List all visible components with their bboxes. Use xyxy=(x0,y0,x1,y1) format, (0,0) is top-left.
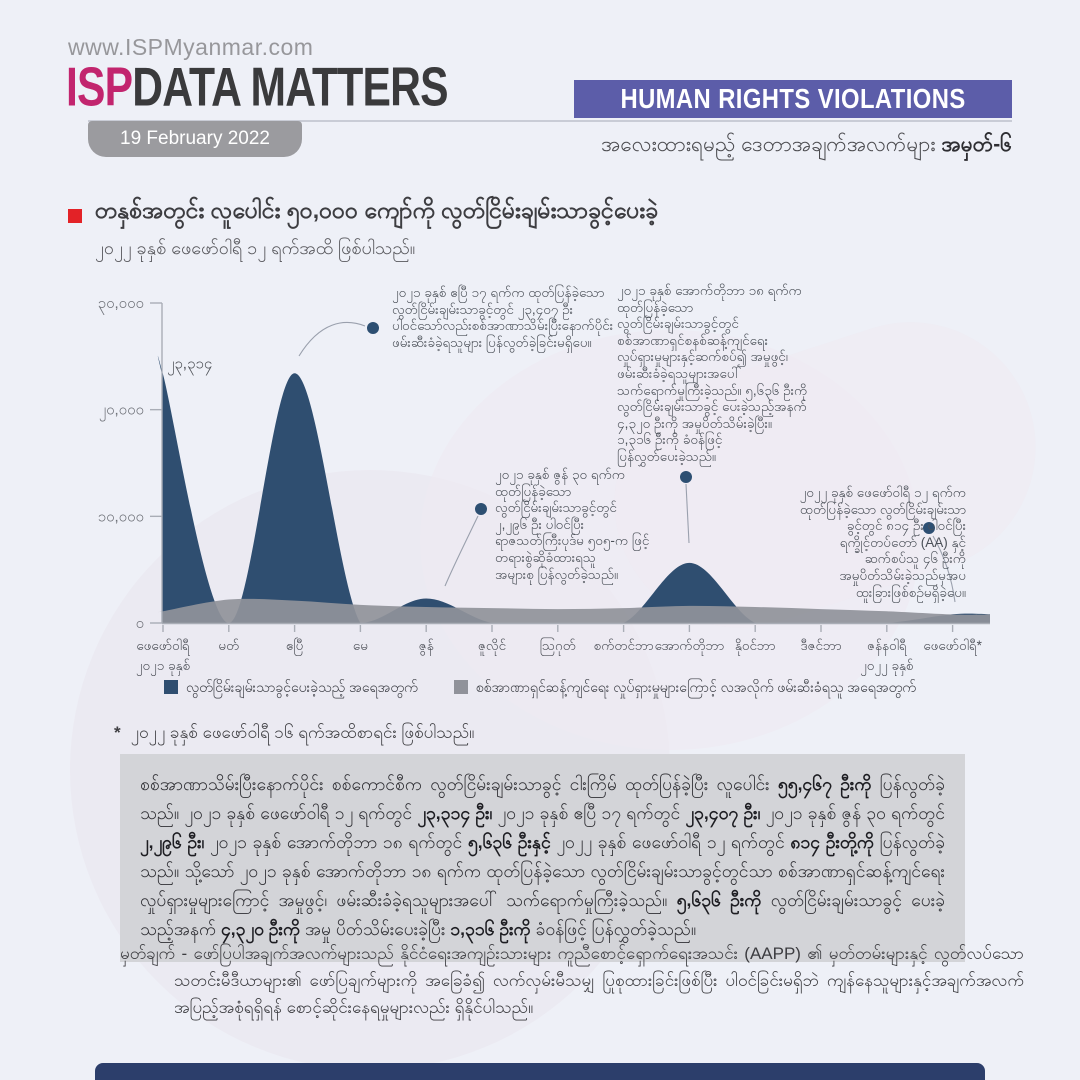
summary-number: ၈၁၄ ဦးတို့ကို xyxy=(790,832,875,852)
source-note: မှတ်ချက် - ဖော်ပြပါအချက်အလက်များသည် နိုင… xyxy=(120,940,1024,1021)
brand-rest: DATA MATTERS xyxy=(132,57,448,118)
summary-text: ခံဝန်ဖြင့် ပြန်လွှတ်ခဲ့သည်။ xyxy=(530,919,697,939)
category-badge: HUMAN RIGHTS VIOLATIONS xyxy=(573,80,1012,118)
legend-item: စစ်အာဏာရှင်ဆန့်ကျင်ရေး လှုပ်ရှားမှုများက… xyxy=(453,678,916,699)
summary-box: စစ်အာဏာသိမ်းပြီးနောက်ပိုင်း စစ်ကောင်စီက … xyxy=(120,754,965,962)
summary-text: ၂၀၂၁ ခုနှစ် ဧပြီ ၁၇ ရက်တွင် xyxy=(492,803,686,823)
note-label: မှတ်ချက် - xyxy=(120,944,194,963)
legend-swatch xyxy=(164,680,179,694)
summary-number: ၅,၆၃၆ ဦးကို xyxy=(676,890,762,910)
note-text: ဖော်ပြပါအချက်အလက်များသည် နိုင်ငံရေးအကျဉ်… xyxy=(174,944,1024,1017)
y-tick-label: ၃၀,၀၀၀ xyxy=(98,295,144,315)
peak-value-label: ၂၃,၃၁၄ xyxy=(167,355,212,375)
chart-footnote: * ၂၀၂၂ ခုနှစ် ဖေဖော်ဝါရီ ၁၆ ရက်အထိစာရင်း … xyxy=(114,723,475,742)
chart-annotation: ၂၀၂၁ ခုနှစ် ဧပြီ ၁၇ ရက်က ထုတ်ပြန်ခဲ့သော … xyxy=(392,285,614,350)
brand-isp: ISP xyxy=(66,57,133,118)
chart-annotation: ၂၀၂၂ ခုနှစ် ဖေဖော်ဝါရီ ၁၂ ရက်က ထုတ်ပြန်ခ… xyxy=(799,485,966,600)
chart-annotation: ၂၀၂၁ ခုနှစ် ဇွန် ၃၀ ရက်က ထုတ်ပြန်ခဲ့သော … xyxy=(495,467,650,582)
summary-text: ၂၀၂၂ ခုနှစ် ဖေဖော်ဝါရီ ၁၂ ရက်တွင် xyxy=(550,832,791,852)
summary-number: ၂၃,၃၁၄ ဦး၊ xyxy=(417,803,493,823)
legend-swatch xyxy=(453,680,468,694)
y-tick-label: ၂၀,၀၀၀ xyxy=(99,402,144,422)
summary-text: လွတ်ငြိမ်းချမ်းသာခွင့် ပေးခဲ့သည့်အနက် xyxy=(140,890,946,939)
footnote-star: * xyxy=(114,723,121,742)
summary-number: ၁,၃၁၆ ဦးကို xyxy=(450,919,531,939)
summary-number: ၂၃,၄၀၇ ဦး၊ xyxy=(685,803,761,823)
summary-number: ၄,၃၂၀ ဦးကို xyxy=(220,919,301,939)
summary-text: ၂၀၂၁ ခုနှစ် အောက်တိုဘာ ၁၈ ရက်တွင် xyxy=(204,832,468,852)
title-bullet xyxy=(68,209,82,223)
header-divider xyxy=(88,120,1012,122)
legend-item: လွတ်ငြိမ်းချမ်းသာခွင့်ပေးခဲ့သည့် အရေအတွက… xyxy=(164,678,418,699)
chart-annotation: ၂၀၂၁ ခုနှစ် အောက်တိုဘာ ၁၈ ရက်က ထုတ်ပြန်ခ… xyxy=(617,283,808,464)
chart-legend: လွတ်ငြိမ်းချမ်းသာခွင့်ပေးခဲ့သည့် အရေအတွက… xyxy=(0,678,1080,699)
summary-number: ၅၅,၄၆၇ ဦးကို xyxy=(777,774,872,794)
date-badge: 19 February 2022 xyxy=(88,121,302,157)
legend-label: လွတ်ငြိမ်းချမ်းသာခွင့်ပေးခဲ့သည့် အရေအတွက… xyxy=(186,679,418,695)
annotation-dot xyxy=(367,322,379,334)
y-tick-label: ၁၀,၀၀၀ xyxy=(98,508,144,525)
summary-number: ၅,၆၃၆ ဦးနှင့် xyxy=(467,832,551,852)
brand-logo: ISPDATA MATTERS xyxy=(66,56,449,119)
summary-text: ၂၀၂၁ ခုနှစ် ဇွန် ၃၀ ရက်တွင် xyxy=(760,803,946,823)
summary-text: အမှု ပိတ်သိမ်းပေးခဲ့ပြီး xyxy=(300,919,451,939)
summary-text: စစ်အာဏာသိမ်းပြီးနောက်ပိုင်း စစ်ကောင်စီက … xyxy=(140,774,778,794)
series-caption: အလေးထားရမည့် ဒေတာအချက်အလက်များ အမှတ်-၆ xyxy=(601,133,1012,156)
footer-bar xyxy=(95,1063,985,1080)
summary-text: ပြန်လွတ်ခဲ့သည်။ ၂၀၂၁ ခုနှစ် ဖေဖော်ဝါရီ ၁… xyxy=(140,774,945,823)
summary-number: ၂,၂၉၆ ဦး၊ xyxy=(140,832,205,852)
x-tick-label: ဖေဖော်ဝါရီ* xyxy=(923,638,982,656)
website-url: www.ISPMyanmar.com xyxy=(68,34,314,60)
page-title: တနှစ်အတွင်း လူပေါင်း ၅၀,၀၀၀ ကျော်ကို လွတ… xyxy=(95,197,659,223)
series-number: အမှတ်-၆ xyxy=(941,133,1012,156)
legend-label: စစ်အာဏာရှင်ဆန့်ကျင်ရေး လှုပ်ရှားမှုများက… xyxy=(475,679,916,695)
page-subtitle: ၂၀၂၂ ခုနှစ် ဖေဖော်ဝါရီ ၁၂ ရက်အထိ ဖြစ်ပါသ… xyxy=(95,238,416,258)
summary-text: ပြန်လွတ်ခဲ့သည်။ သို့သော် ၂၀၂၁ ခုနှစ် အော… xyxy=(140,832,945,910)
